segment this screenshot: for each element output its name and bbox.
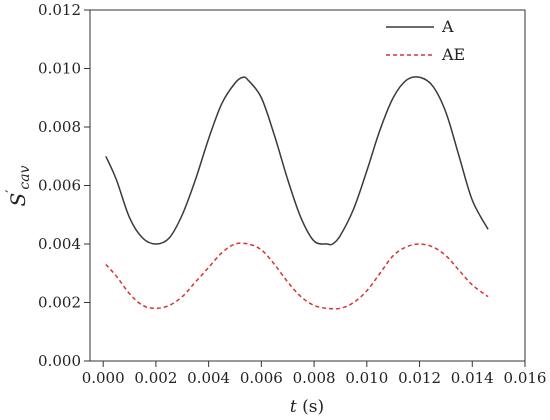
y-tick-label: 0.000	[38, 352, 81, 370]
x-tick-label: 0.004	[187, 369, 230, 387]
legend-label-a: A	[441, 17, 454, 36]
x-tick-label: 0.014	[451, 369, 494, 387]
x-tick-label: 0.016	[504, 369, 547, 387]
y-axis-label: S′cav	[4, 165, 33, 206]
y-axis-ticks: 0.000 0.002 0.004 0.006 0.008 0.010 0.012	[38, 1, 90, 370]
x-tick-label: 0.002	[134, 369, 177, 387]
y-tick-label: 0.012	[38, 1, 81, 19]
legend-label-ae: AE	[441, 45, 465, 64]
y-axis-label-subscript: cav	[17, 165, 33, 189]
legend: A AE	[386, 17, 465, 64]
y-tick-label: 0.002	[38, 294, 81, 312]
y-axis-label-prime: ′	[4, 190, 20, 193]
x-tick-label: 0.008	[293, 369, 336, 387]
y-tick-label: 0.006	[38, 177, 81, 195]
x-tick-label: 0.012	[398, 369, 441, 387]
y-tick-label: 0.004	[38, 235, 81, 253]
x-axis-label: t (s)	[290, 397, 324, 417]
series-line-ae	[105, 242, 489, 310]
y-tick-label: 0.008	[38, 118, 81, 136]
x-axis-label-unit: (s)	[297, 397, 324, 417]
series-line-a	[105, 76, 489, 246]
series-layer	[105, 76, 489, 310]
x-tick-label: 0.010	[345, 369, 388, 387]
x-axis-label-variable: t	[290, 397, 297, 417]
x-tick-label: 0.006	[240, 369, 283, 387]
x-tick-label: 0.000	[82, 369, 125, 387]
y-axis-label-base: S	[6, 193, 30, 207]
y-tick-label: 0.010	[38, 60, 81, 78]
x-axis-ticks: 0.000 0.002 0.004 0.006 0.008 0.010 0.012 0.014…	[82, 361, 547, 387]
